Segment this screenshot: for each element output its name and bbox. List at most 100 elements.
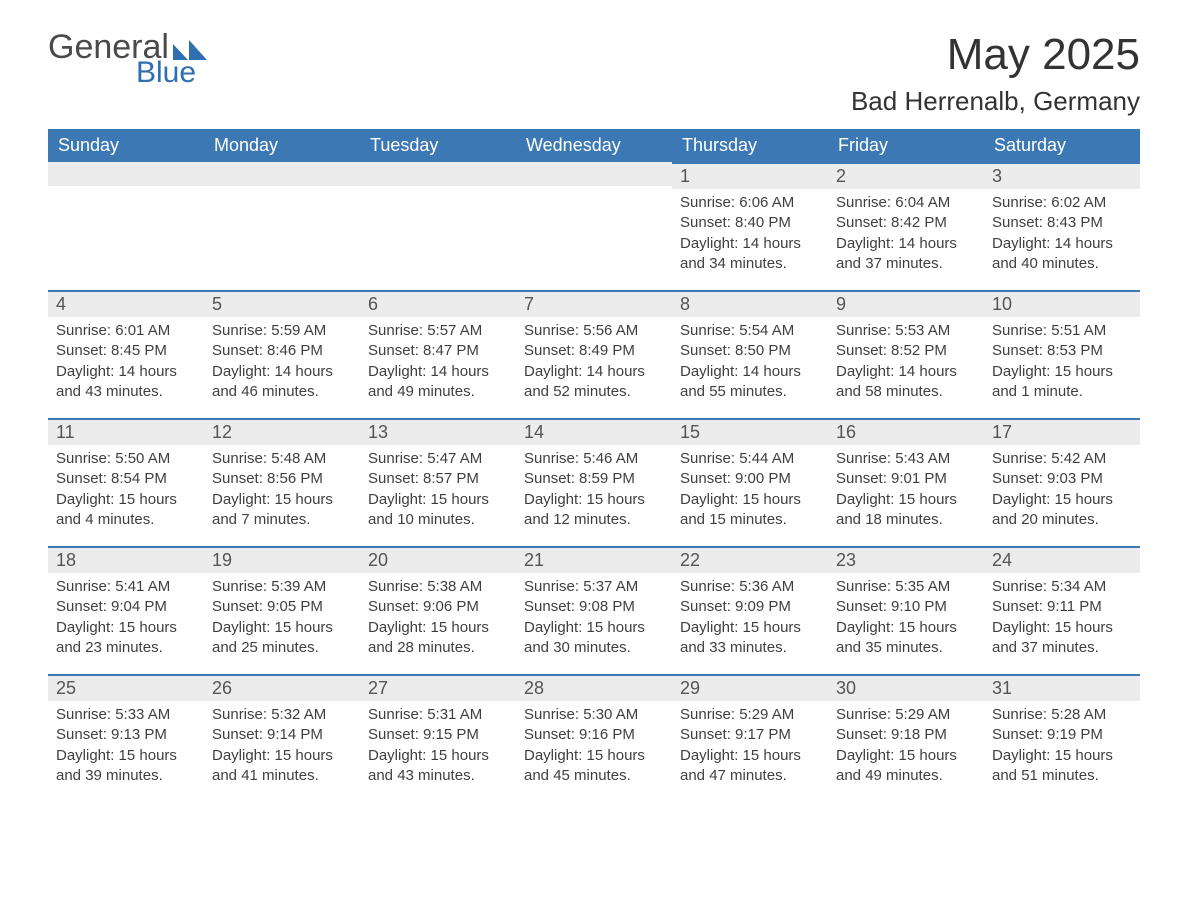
day-number: 21 bbox=[516, 546, 672, 573]
sunrise-line-label: Sunrise: bbox=[992, 706, 1047, 723]
daylight-line-label: Daylight: bbox=[56, 363, 114, 380]
daylight-line-label: Daylight: bbox=[212, 619, 270, 636]
sunrise-line-value: 5:32 AM bbox=[271, 706, 326, 723]
weekday-header: Tuesday bbox=[360, 129, 516, 162]
sunset-line: Sunset: 8:59 PM bbox=[524, 469, 664, 489]
sunrise-line-label: Sunrise: bbox=[836, 578, 891, 595]
daylight-line: Daylight: 15 hours and 10 minutes. bbox=[368, 490, 508, 531]
daylight-line: Daylight: 15 hours and 35 minutes. bbox=[836, 618, 976, 659]
sunset-line-value: 8:53 PM bbox=[1047, 342, 1103, 359]
calendar-day-cell: 25Sunrise: 5:33 AMSunset: 9:13 PMDayligh… bbox=[48, 674, 204, 802]
sunset-line-label: Sunset: bbox=[680, 342, 731, 359]
sunset-line: Sunset: 9:11 PM bbox=[992, 597, 1132, 617]
sunset-line: Sunset: 8:47 PM bbox=[368, 341, 508, 361]
weekday-header: Saturday bbox=[984, 129, 1140, 162]
weekday-header-row: SundayMondayTuesdayWednesdayThursdayFrid… bbox=[48, 129, 1140, 162]
day-details: Sunrise: 5:47 AMSunset: 8:57 PMDaylight:… bbox=[360, 445, 516, 536]
sunrise-line: Sunrise: 5:34 AM bbox=[992, 577, 1132, 597]
sunrise-line: Sunrise: 5:28 AM bbox=[992, 705, 1132, 725]
sunrise-line-value: 5:51 AM bbox=[1051, 322, 1106, 339]
sunrise-line-label: Sunrise: bbox=[680, 706, 735, 723]
sunrise-line-label: Sunrise: bbox=[836, 450, 891, 467]
day-number: 19 bbox=[204, 546, 360, 573]
sunset-line-value: 8:52 PM bbox=[891, 342, 947, 359]
sunrise-line: Sunrise: 5:37 AM bbox=[524, 577, 664, 597]
sunset-line: Sunset: 9:04 PM bbox=[56, 597, 196, 617]
sunset-line-label: Sunset: bbox=[680, 598, 731, 615]
header-row: General Blue May 2025 Bad Herrenalb, Ger… bbox=[48, 30, 1140, 117]
day-details: Sunrise: 5:29 AMSunset: 9:17 PMDaylight:… bbox=[672, 701, 828, 792]
day-details: Sunrise: 6:01 AMSunset: 8:45 PMDaylight:… bbox=[48, 317, 204, 408]
calendar-week-row: 25Sunrise: 5:33 AMSunset: 9:13 PMDayligh… bbox=[48, 674, 1140, 802]
calendar-day-cell: 11Sunrise: 5:50 AMSunset: 8:54 PMDayligh… bbox=[48, 418, 204, 546]
sunrise-line-value: 5:31 AM bbox=[427, 706, 482, 723]
daylight-line: Daylight: 15 hours and 4 minutes. bbox=[56, 490, 196, 531]
sunrise-line-label: Sunrise: bbox=[368, 450, 423, 467]
day-number-empty bbox=[516, 162, 672, 186]
sunrise-line-value: 5:57 AM bbox=[427, 322, 482, 339]
day-number: 3 bbox=[984, 162, 1140, 189]
calendar-day-cell: 7Sunrise: 5:56 AMSunset: 8:49 PMDaylight… bbox=[516, 290, 672, 418]
sunset-line: Sunset: 9:17 PM bbox=[680, 725, 820, 745]
weekday-header: Monday bbox=[204, 129, 360, 162]
sunset-line-value: 8:57 PM bbox=[423, 470, 479, 487]
day-number: 8 bbox=[672, 290, 828, 317]
day-number: 15 bbox=[672, 418, 828, 445]
sunset-line-label: Sunset: bbox=[524, 470, 575, 487]
sunset-line: Sunset: 9:10 PM bbox=[836, 597, 976, 617]
logo: General Blue bbox=[48, 30, 207, 88]
daylight-line: Daylight: 15 hours and 28 minutes. bbox=[368, 618, 508, 659]
daylight-line: Daylight: 15 hours and 12 minutes. bbox=[524, 490, 664, 531]
daylight-line: Daylight: 15 hours and 18 minutes. bbox=[836, 490, 976, 531]
sunrise-line-value: 5:59 AM bbox=[271, 322, 326, 339]
sunset-line-value: 9:13 PM bbox=[111, 726, 167, 743]
daylight-line-label: Daylight: bbox=[680, 235, 738, 252]
sunrise-line-value: 5:43 AM bbox=[895, 450, 950, 467]
daylight-line-label: Daylight: bbox=[212, 363, 270, 380]
day-details: Sunrise: 5:46 AMSunset: 8:59 PMDaylight:… bbox=[516, 445, 672, 536]
daylight-line: Daylight: 14 hours and 52 minutes. bbox=[524, 362, 664, 403]
sunrise-line-value: 5:30 AM bbox=[583, 706, 638, 723]
daylight-line: Daylight: 14 hours and 55 minutes. bbox=[680, 362, 820, 403]
daylight-line-label: Daylight: bbox=[368, 619, 426, 636]
daylight-line-label: Daylight: bbox=[524, 491, 582, 508]
month-title: May 2025 bbox=[851, 30, 1140, 80]
sunrise-line-label: Sunrise: bbox=[56, 322, 111, 339]
daylight-line: Daylight: 15 hours and 45 minutes. bbox=[524, 746, 664, 787]
sunset-line-value: 8:59 PM bbox=[579, 470, 635, 487]
sunset-line-label: Sunset: bbox=[836, 342, 887, 359]
daylight-line: Daylight: 15 hours and 33 minutes. bbox=[680, 618, 820, 659]
sunrise-line-value: 6:01 AM bbox=[115, 322, 170, 339]
sunrise-line: Sunrise: 5:44 AM bbox=[680, 449, 820, 469]
sunrise-line: Sunrise: 5:29 AM bbox=[836, 705, 976, 725]
sunrise-line-value: 5:56 AM bbox=[583, 322, 638, 339]
sunrise-line-value: 5:50 AM bbox=[115, 450, 170, 467]
daylight-line-label: Daylight: bbox=[992, 235, 1050, 252]
day-details: Sunrise: 5:51 AMSunset: 8:53 PMDaylight:… bbox=[984, 317, 1140, 408]
day-details: Sunrise: 5:29 AMSunset: 9:18 PMDaylight:… bbox=[828, 701, 984, 792]
sunrise-line-value: 5:38 AM bbox=[427, 578, 482, 595]
sunset-line-value: 9:19 PM bbox=[1047, 726, 1103, 743]
sunrise-line: Sunrise: 5:59 AM bbox=[212, 321, 352, 341]
sunset-line: Sunset: 8:50 PM bbox=[680, 341, 820, 361]
sunrise-line-value: 5:42 AM bbox=[1051, 450, 1106, 467]
daylight-line-label: Daylight: bbox=[56, 619, 114, 636]
sunset-line-value: 9:03 PM bbox=[1047, 470, 1103, 487]
day-details: Sunrise: 5:50 AMSunset: 8:54 PMDaylight:… bbox=[48, 445, 204, 536]
sunset-line-label: Sunset: bbox=[836, 470, 887, 487]
sunset-line-value: 9:14 PM bbox=[267, 726, 323, 743]
calendar-day-cell: 6Sunrise: 5:57 AMSunset: 8:47 PMDaylight… bbox=[360, 290, 516, 418]
sunrise-line: Sunrise: 6:06 AM bbox=[680, 193, 820, 213]
day-number-empty bbox=[360, 162, 516, 186]
sunrise-line: Sunrise: 6:01 AM bbox=[56, 321, 196, 341]
daylight-line-label: Daylight: bbox=[212, 491, 270, 508]
sunrise-line: Sunrise: 5:50 AM bbox=[56, 449, 196, 469]
day-number: 2 bbox=[828, 162, 984, 189]
sunset-line-label: Sunset: bbox=[992, 470, 1043, 487]
day-number: 6 bbox=[360, 290, 516, 317]
day-number: 11 bbox=[48, 418, 204, 445]
daylight-line-label: Daylight: bbox=[992, 747, 1050, 764]
sunset-line-label: Sunset: bbox=[368, 342, 419, 359]
sunset-line-value: 9:09 PM bbox=[735, 598, 791, 615]
calendar-day-cell: 22Sunrise: 5:36 AMSunset: 9:09 PMDayligh… bbox=[672, 546, 828, 674]
